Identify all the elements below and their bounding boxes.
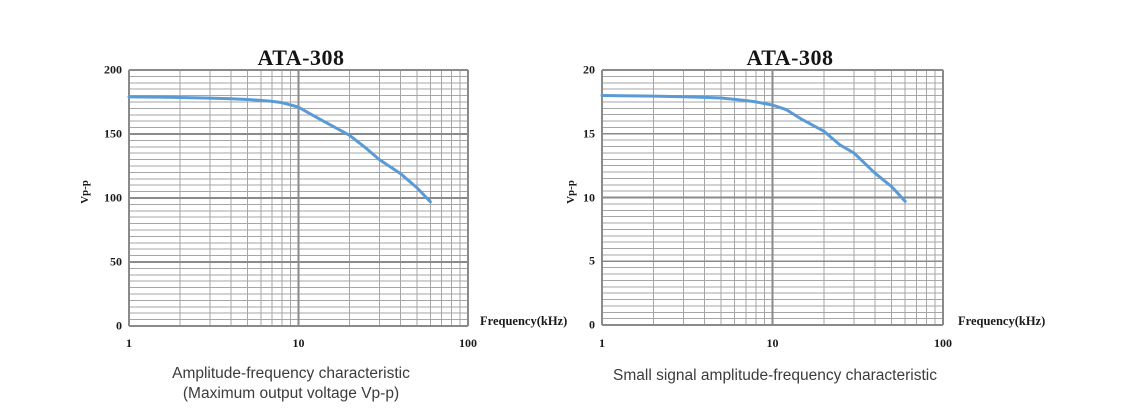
x-axis-label: Frequency(kHz) xyxy=(480,314,568,328)
data-series-curve xyxy=(127,95,432,204)
x-tick-label: 10 xyxy=(766,336,779,350)
y-tick-label: 50 xyxy=(110,254,122,269)
caption-line: Small signal amplitude-frequency charact… xyxy=(613,367,937,384)
chart-title: ATA-308 xyxy=(257,45,345,71)
y-tick-label: 200 xyxy=(104,62,122,77)
y-tick-label: 10 xyxy=(583,190,595,204)
x-tick-label: 10 xyxy=(292,336,305,350)
chart-caption: Amplitude-frequency characteristic (Maxim… xyxy=(172,364,410,404)
y-tick-label: 100 xyxy=(104,190,122,205)
y-tick-label: 5 xyxy=(589,253,595,268)
chart-title: ATA-308 xyxy=(746,45,834,71)
x-axis-label: Frequency(kHz) xyxy=(958,314,1046,328)
y-tick-label: 150 xyxy=(104,126,122,141)
x-tick-label: 100 xyxy=(934,336,952,350)
x-tick-label: 100 xyxy=(459,336,477,350)
y-tick-label: 0 xyxy=(116,318,122,333)
caption-line: (Maximum output voltage Vp-p) xyxy=(182,385,400,402)
plot-area xyxy=(600,69,944,326)
chart-caption: Small signal amplitude-frequency charact… xyxy=(613,366,937,386)
y-tick-label: 15 xyxy=(583,126,595,141)
y-tick-label: 0 xyxy=(589,317,595,332)
y-axis-label: Vp-p xyxy=(565,180,577,204)
x-tick-label: 1 xyxy=(126,336,132,350)
y-axis-label: Vp-p xyxy=(79,180,91,204)
y-tick-label: 20 xyxy=(583,62,595,77)
data-series-curve xyxy=(600,94,907,203)
x-tick-label: 1 xyxy=(599,336,605,350)
caption-line: Amplitude-frequency characteristic xyxy=(172,365,410,382)
plot-area xyxy=(127,69,469,327)
